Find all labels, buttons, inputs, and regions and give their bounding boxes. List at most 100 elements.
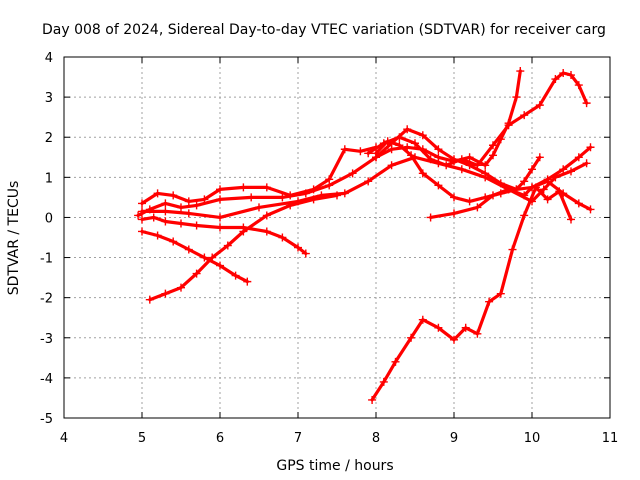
series-11-point bbox=[368, 395, 377, 404]
x-tick-label: 7 bbox=[294, 431, 302, 446]
series-4-point bbox=[567, 167, 575, 176]
x-tick-label: 4 bbox=[60, 431, 68, 446]
series-4-point bbox=[340, 189, 349, 198]
series-10-point bbox=[426, 155, 435, 164]
series-9-point bbox=[489, 191, 497, 200]
series-3-point bbox=[192, 269, 201, 278]
series-6-point bbox=[403, 125, 412, 134]
series-2-point bbox=[184, 245, 193, 254]
series-7-point bbox=[418, 169, 427, 178]
series-11-point bbox=[379, 377, 388, 386]
series-1-point bbox=[161, 217, 170, 226]
series-1-point bbox=[216, 223, 224, 232]
series-6-point bbox=[574, 153, 583, 162]
x-tick-label: 10 bbox=[524, 431, 541, 446]
y-tick-label: -3 bbox=[40, 332, 53, 347]
series-4-point bbox=[294, 197, 302, 206]
series-6-point bbox=[134, 211, 143, 220]
series-7-point bbox=[465, 197, 474, 206]
plot-frame bbox=[63, 56, 611, 419]
series-9-point bbox=[504, 185, 513, 194]
series-4-point bbox=[582, 159, 591, 168]
series-2-point bbox=[138, 227, 146, 236]
axis-ticks: 4 5 6 7 8 9 10 11 -5 -4 -3 -2 -1 0 1 2 3 4 bbox=[40, 51, 618, 446]
series-9-point bbox=[473, 203, 482, 212]
series-9-point bbox=[450, 209, 458, 218]
series-5-line bbox=[140, 145, 378, 205]
series-3-point bbox=[177, 283, 185, 292]
series-6-point bbox=[161, 199, 170, 208]
series-6-point bbox=[481, 169, 490, 178]
series-10-point bbox=[567, 71, 575, 80]
series-4-point bbox=[364, 177, 373, 186]
y-axis-label: SDTVAR / TECUs bbox=[6, 181, 22, 296]
y-tick-label: -1 bbox=[40, 252, 53, 267]
series-5-point bbox=[184, 197, 193, 206]
series-5-point bbox=[216, 185, 224, 194]
series-11-point bbox=[391, 357, 400, 366]
series-10-point bbox=[574, 81, 583, 90]
series-6-point bbox=[247, 193, 256, 202]
y-tick-label: 1 bbox=[45, 171, 53, 186]
series-6-point bbox=[559, 165, 568, 174]
series-8-point bbox=[512, 93, 521, 102]
series-10-point bbox=[535, 101, 544, 110]
y-tick-label: 3 bbox=[45, 91, 53, 106]
series-10-point bbox=[489, 141, 497, 150]
series-2-point bbox=[153, 231, 162, 240]
series-5-point bbox=[153, 189, 162, 198]
series-3-point bbox=[262, 211, 271, 220]
y-tick-label: -5 bbox=[40, 412, 53, 427]
series-7-point bbox=[450, 193, 458, 202]
y-tick-label: 2 bbox=[45, 131, 53, 146]
series-11-point bbox=[520, 211, 529, 220]
series-11-point bbox=[543, 195, 552, 204]
series-9-point bbox=[520, 191, 529, 200]
series-1-point bbox=[138, 215, 146, 224]
series-5-point bbox=[340, 145, 349, 154]
series-4-point bbox=[184, 209, 193, 218]
series-9-point bbox=[574, 199, 583, 208]
series-10-point bbox=[473, 161, 482, 170]
series-11-point bbox=[508, 245, 517, 254]
series-7-point bbox=[528, 165, 536, 174]
series-6-point bbox=[418, 131, 427, 140]
series-3-point bbox=[208, 253, 217, 262]
series-2-point bbox=[243, 277, 252, 286]
series-10-point bbox=[504, 121, 513, 130]
series-2-point bbox=[231, 271, 240, 280]
series-5-point bbox=[262, 183, 271, 192]
series-3-point bbox=[161, 289, 170, 298]
series-4-point bbox=[255, 203, 263, 212]
series-10-line bbox=[366, 71, 589, 167]
x-tick-label: 9 bbox=[450, 431, 458, 446]
series-5-point bbox=[138, 199, 146, 208]
series-4-point bbox=[317, 191, 326, 200]
series-4-point bbox=[216, 213, 224, 222]
y-tick-label: -4 bbox=[40, 372, 53, 387]
series-11-point bbox=[567, 215, 575, 224]
series-1-point bbox=[262, 227, 271, 236]
x-tick-label: 8 bbox=[372, 431, 380, 446]
series-10-point bbox=[442, 161, 451, 170]
series-11-point bbox=[496, 289, 505, 298]
series-1-point bbox=[294, 243, 302, 252]
series-11-point bbox=[434, 323, 443, 332]
series-6-point bbox=[145, 205, 154, 214]
series-8-point bbox=[387, 145, 396, 154]
series-10-point bbox=[559, 69, 568, 78]
series-6-point bbox=[177, 203, 185, 212]
series-9-point bbox=[426, 213, 435, 222]
series-6-line bbox=[136, 127, 593, 217]
series-11-line bbox=[370, 185, 573, 402]
series-5-point bbox=[356, 147, 365, 156]
series-2-point bbox=[216, 261, 224, 270]
series-2-line bbox=[140, 229, 249, 284]
series-11-point bbox=[461, 323, 470, 332]
series-11-point bbox=[485, 297, 494, 306]
series-10-point bbox=[364, 149, 373, 158]
series-7-point bbox=[535, 153, 544, 162]
series-10-point bbox=[520, 111, 529, 120]
series-5-point bbox=[239, 183, 248, 192]
